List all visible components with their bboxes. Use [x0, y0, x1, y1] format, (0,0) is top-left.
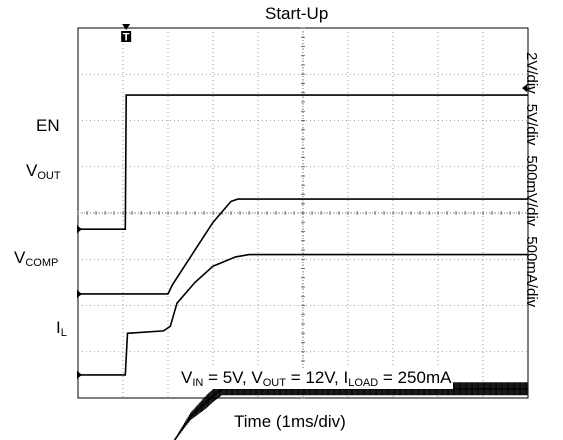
ground-marker-en [77, 225, 82, 234]
trace-en [78, 94, 528, 230]
x-axis-label: Time (1ms/div) [234, 412, 346, 431]
ground-marker-vcomp [77, 370, 82, 379]
trigger-arrow-icon [122, 24, 131, 30]
scale-label-ch1: 2V/div [523, 52, 540, 94]
scale-label-ch4: 500mA/div [523, 236, 540, 308]
chart-title: Start-Up [265, 4, 329, 23]
channel-markers: T [77, 24, 530, 379]
trigger-level-marker [522, 84, 527, 93]
series-label-en: EN [36, 116, 60, 135]
trigger-label: T [123, 32, 130, 44]
scale-label-ch3: 500mV/div [523, 155, 540, 227]
trace-vcomp [78, 253, 528, 376]
test-conditions: VIN = 5V, VOUT = 12V, ILOAD = 250mA [179, 368, 454, 389]
series-label-vcomp: VCOMP [14, 248, 59, 269]
ground-marker-vout [77, 289, 82, 298]
channel-scale-labels: 2V/div 5V/div 500mV/div 500mA/div [520, 52, 540, 412]
trigger-badge [121, 31, 132, 42]
graticule [77, 27, 529, 399]
scale-label-ch2: 5V/div [523, 103, 540, 146]
series-label-vout: VOUT [26, 161, 61, 182]
trace-il-ripple [174, 382, 529, 440]
trace-vout [78, 198, 528, 295]
series-label-il: IL [56, 318, 67, 339]
